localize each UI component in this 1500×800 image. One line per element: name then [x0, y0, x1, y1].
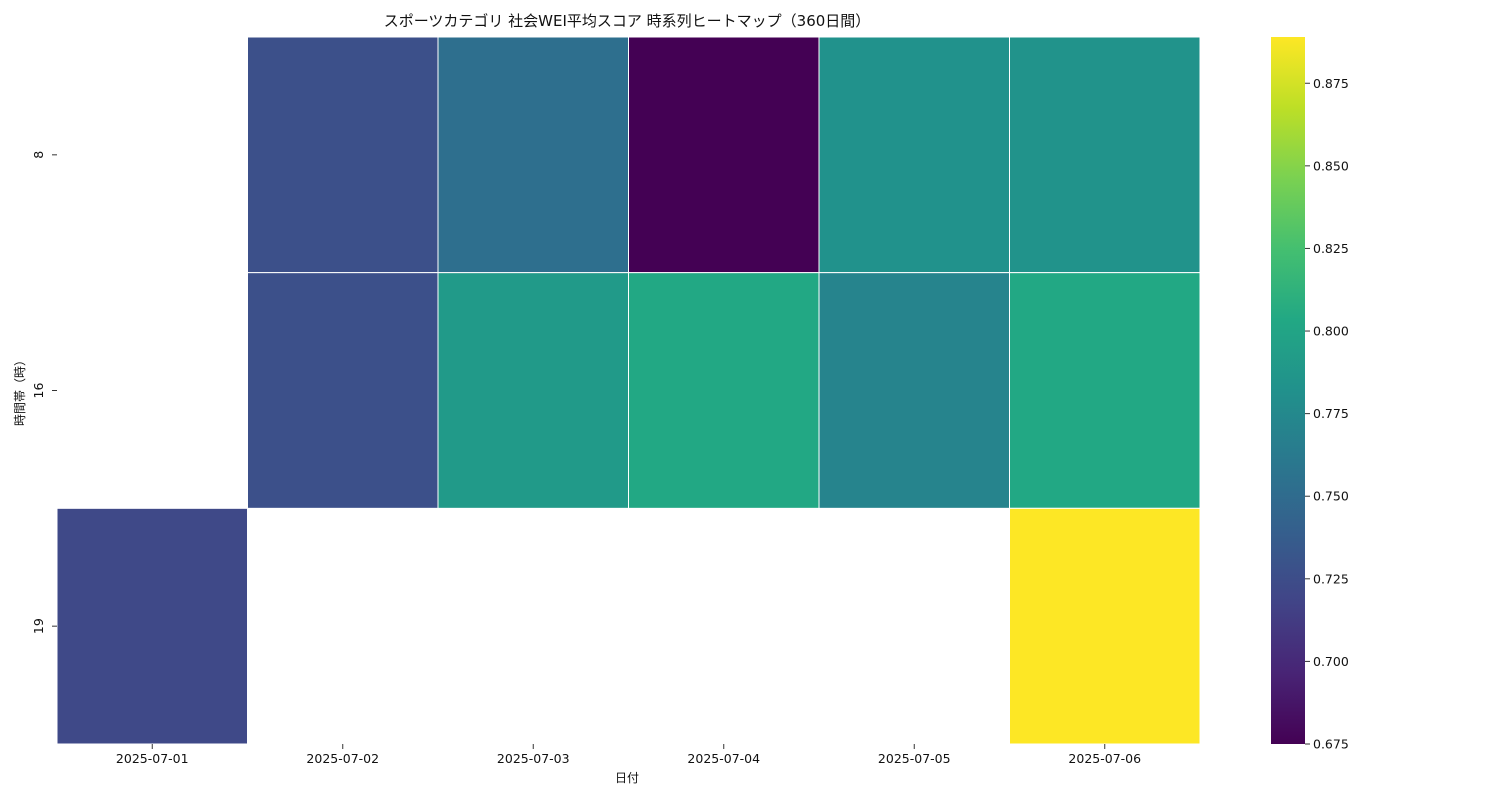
colorbar-tick-label: 0.800	[1313, 324, 1349, 339]
x-tick-label: 2025-07-03	[497, 751, 570, 766]
heatmap-cell	[437, 36, 629, 274]
colorbar-tick-label: 0.750	[1313, 489, 1349, 504]
heatmap-cell	[247, 272, 439, 509]
colorbar-tick-label: 0.825	[1313, 241, 1349, 256]
colorbar-tick-label: 0.875	[1313, 76, 1349, 91]
heatmap-cell	[818, 272, 1010, 509]
y-axis-label: 時間帯（時）	[13, 354, 27, 426]
colorbar-tick-label: 0.850	[1313, 158, 1349, 173]
x-tick-label: 2025-07-02	[306, 751, 379, 766]
heatmap-cell	[628, 36, 820, 274]
heatmap-cell	[437, 272, 629, 509]
x-tick-label: 2025-07-06	[1068, 751, 1141, 766]
y-tick-label: 19	[31, 618, 46, 634]
x-axis-label: 日付	[615, 771, 639, 785]
heatmap-cell	[628, 272, 820, 509]
colorbar-ticks: 0.675 0.700 0.725 0.750 0.775 0.800 0.825 0.850…	[1305, 76, 1349, 752]
colorbar-tick-label: 0.700	[1313, 654, 1349, 669]
x-axis-ticks: 2025-07-01 2025-07-02 2025-07-03 2025-07-04…	[116, 744, 1141, 766]
x-tick-label: 2025-07-01	[116, 751, 189, 766]
colorbar-tick-label: 0.725	[1313, 571, 1349, 586]
colorbar-tick-label: 0.675	[1313, 737, 1349, 752]
heatmap-cell	[1009, 272, 1201, 509]
heatmap-cell	[247, 36, 439, 274]
heatmap-cells	[56, 36, 1201, 745]
chart-title: スポーツカテゴリ 社会WEI平均スコア 時系列ヒートマップ（360日間）	[384, 12, 871, 30]
x-tick-label: 2025-07-05	[878, 751, 951, 766]
heatmap-cell	[1009, 36, 1201, 274]
heatmap-cell	[818, 36, 1010, 274]
colorbar	[1271, 37, 1305, 744]
y-tick-label: 16	[31, 383, 46, 399]
y-tick-label: 8	[31, 151, 46, 159]
colorbar-tick-label: 0.775	[1313, 406, 1349, 421]
y-axis-ticks: 8 16 19	[31, 151, 57, 634]
heatmap-cell	[1009, 507, 1201, 745]
heatmap-cell	[56, 507, 248, 745]
x-tick-label: 2025-07-04	[687, 751, 760, 766]
